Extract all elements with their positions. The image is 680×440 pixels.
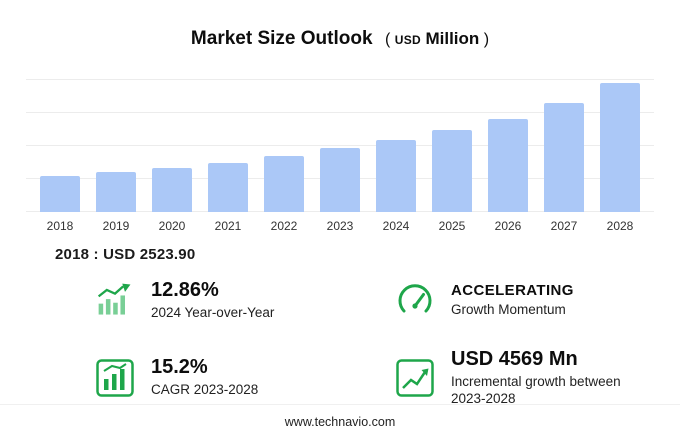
x-tick-label: 2021 — [214, 219, 242, 233]
x-tick-label: 2027 — [550, 219, 578, 233]
x-tick-label: 2024 — [382, 219, 410, 233]
x-tick-label: 2028 — [606, 219, 634, 233]
chart-bar — [264, 156, 304, 212]
chart-bar-cell — [312, 80, 368, 212]
x-tick-label: 2018 — [46, 219, 74, 233]
x-axis: 2018 2019 2020 2021 2022 2023 2024 2025 2026 2027… — [26, 219, 654, 233]
page-title: Market Size Outlook ( USD Million ) — [0, 0, 680, 50]
unit-currency: USD — [394, 33, 422, 47]
footer: www.technavio.com — [0, 404, 680, 440]
x-tick-label: 2022 — [270, 219, 298, 233]
chart-bar-cell — [88, 80, 144, 212]
stat-momentum: ACCELERATING Growth Momentum — [395, 279, 680, 322]
gridline — [26, 79, 654, 80]
stat-yoy: 12.86% 2024 Year-over-Year — [95, 279, 395, 322]
chart-bar-cell — [368, 80, 424, 212]
stats-grid: 12.86% 2024 Year-over-Year ACCELERATING … — [0, 263, 680, 408]
x-tick-label: 2020 — [158, 219, 186, 233]
yoy-label: 2024 Year-over-Year — [151, 305, 275, 320]
chart-bar-cell — [536, 80, 592, 212]
chart-bar — [208, 162, 248, 212]
base-year-annotation: 2018 : USD 2523.90 — [55, 246, 196, 263]
chart-bar — [320, 148, 360, 212]
chart-bar — [488, 118, 528, 212]
chart-bar — [376, 140, 416, 212]
x-tick-label: 2025 — [438, 219, 466, 233]
momentum-value: ACCELERATING — [451, 281, 574, 299]
bar-chart: 2018 2019 2020 2021 2022 2023 2024 2025 2026 2027… — [26, 79, 654, 233]
chart-bar — [152, 167, 192, 212]
incremental-label: Incremental growth between 2023-2028 — [451, 373, 621, 406]
chart-bar — [40, 175, 80, 212]
stat-cagr: 15.2% CAGR 2023-2028 — [95, 348, 395, 408]
chart-bars — [26, 80, 654, 212]
incremental-value: USD 4569 Mn — [451, 347, 578, 370]
gridline — [26, 112, 654, 113]
chart-bar-cell — [144, 80, 200, 212]
momentum-label: Growth Momentum — [451, 302, 566, 318]
chart-bar — [600, 82, 640, 212]
chart-bar — [96, 171, 136, 212]
cagr-value: 15.2% — [151, 356, 208, 379]
chart-bar-cell — [592, 80, 648, 212]
x-tick-label: 2026 — [494, 219, 522, 233]
x-tick-label: 2019 — [102, 219, 130, 233]
line-growth-icon — [396, 359, 434, 397]
chart-bar — [544, 102, 584, 212]
yoy-value: 12.86% — [151, 279, 219, 301]
cagr-label: CAGR 2023-2028 — [151, 382, 259, 398]
chart-plot-area — [26, 79, 654, 212]
stat-incremental: USD 4569 Mn Incremental growth between 2… — [395, 348, 680, 408]
chart-bar-cell — [200, 80, 256, 212]
chart-bar-cell — [424, 80, 480, 212]
footer-url-link[interactable]: www.technavio.com — [284, 415, 396, 429]
unit-word: Million — [425, 29, 480, 48]
unit-label: ( USD Million ) — [384, 29, 490, 48]
chart-title: Market Size Outlook — [190, 28, 373, 49]
chart-bar — [432, 130, 472, 212]
x-tick-label: 2023 — [326, 219, 354, 233]
gauge-icon — [398, 284, 432, 313]
chart-bar-cell — [480, 80, 536, 212]
chart-bar-cell — [256, 80, 312, 212]
gridline — [26, 145, 654, 146]
chart-bar-cell — [32, 80, 88, 212]
bar-growth-icon — [97, 284, 131, 315]
cagr-chart-icon — [96, 359, 134, 397]
